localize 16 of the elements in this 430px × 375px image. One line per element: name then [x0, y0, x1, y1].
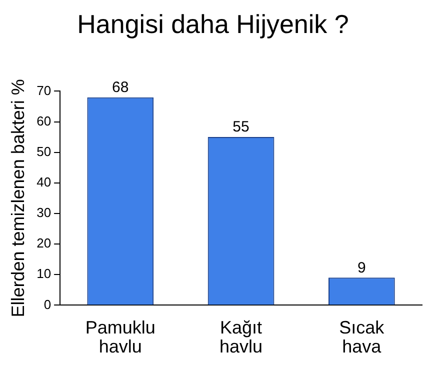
y-tick-label: 30 — [36, 205, 52, 220]
y-tick-label: 0 — [44, 296, 52, 312]
data-label: 68 — [112, 78, 129, 96]
data-label: 55 — [232, 118, 250, 136]
y-tick-label: 10 — [36, 266, 52, 282]
y-tick-label: 50 — [36, 144, 52, 159]
x-tick-label: Pamuklu havlu — [85, 318, 156, 357]
y-tick-label: 40 — [36, 174, 52, 190]
y-axis-title: Ellerden temizlenen bakteri % — [8, 79, 28, 318]
data-label: 9 — [358, 259, 366, 276]
chart-title: Hangisi daha Hijyenik ? — [77, 8, 349, 39]
y-tick-label: 20 — [36, 236, 52, 251]
y-tick-label: 70 — [36, 82, 52, 98]
x-tick-label: Sıcak hava — [339, 318, 386, 357]
x-tick-label: Kağıt havlu — [220, 318, 263, 357]
y-tick-label: 60 — [36, 113, 52, 128]
